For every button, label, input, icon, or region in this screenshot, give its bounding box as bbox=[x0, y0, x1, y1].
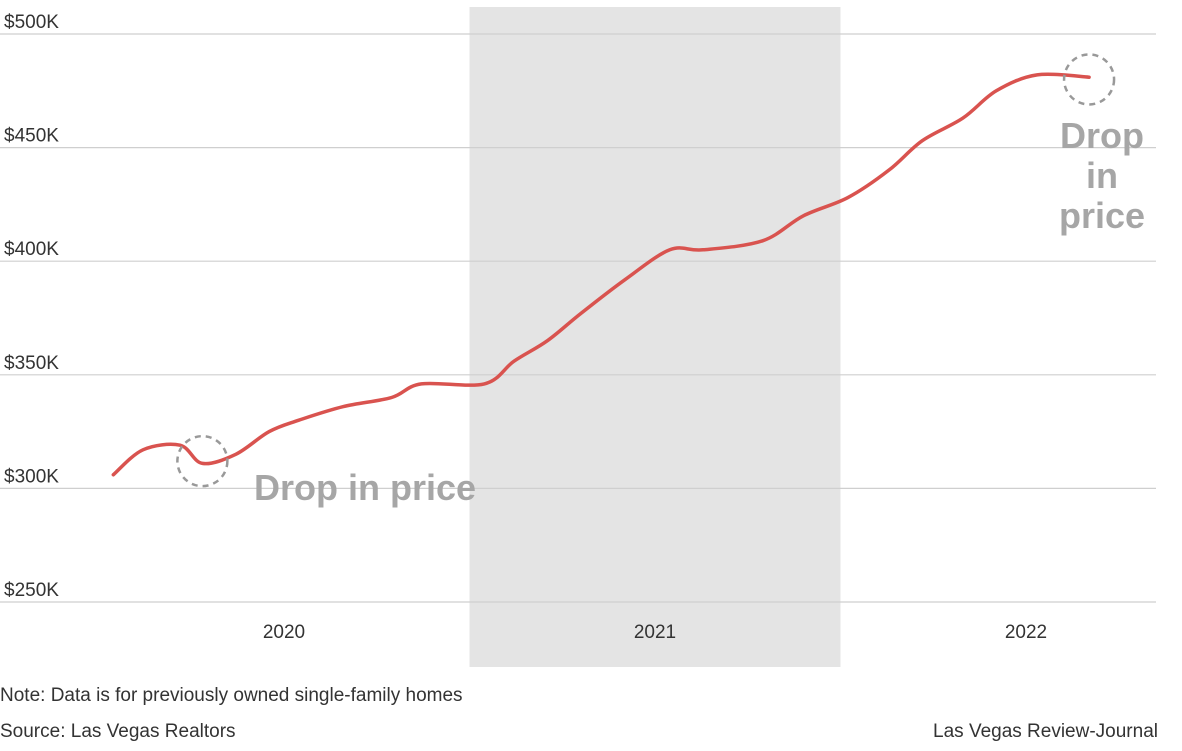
chart-credit: Las Vegas Review-Journal bbox=[933, 721, 1158, 742]
chart-note: Note: Data is for previously owned singl… bbox=[0, 685, 463, 706]
y-tick-label: $450K bbox=[4, 126, 59, 147]
annotation-drop-in-price-line: in bbox=[1086, 155, 1118, 196]
x-tick-label: 2022 bbox=[1005, 622, 1047, 643]
x-tick-label: 2021 bbox=[634, 622, 676, 643]
chart-source: Source: Las Vegas Realtors bbox=[0, 721, 236, 742]
y-tick-label: $250K bbox=[4, 580, 59, 601]
y-tick-label: $350K bbox=[4, 353, 59, 374]
y-tick-label: $500K bbox=[4, 12, 59, 33]
y-tick-label: $400K bbox=[4, 239, 59, 260]
annotation-drop-in-price-line: Drop bbox=[1060, 115, 1144, 156]
x-tick-label: 2020 bbox=[263, 622, 305, 643]
highlight-band-2021 bbox=[469, 7, 841, 667]
annotation-drop-in-price-line: price bbox=[1059, 195, 1145, 236]
annotation-drop-in-price: Drop in price bbox=[254, 467, 476, 508]
drop-highlight-circle bbox=[176, 434, 229, 488]
drop-highlight-circle bbox=[1062, 53, 1116, 106]
price-series-line bbox=[111, 72, 1091, 477]
y-tick-label: $300K bbox=[4, 466, 59, 487]
